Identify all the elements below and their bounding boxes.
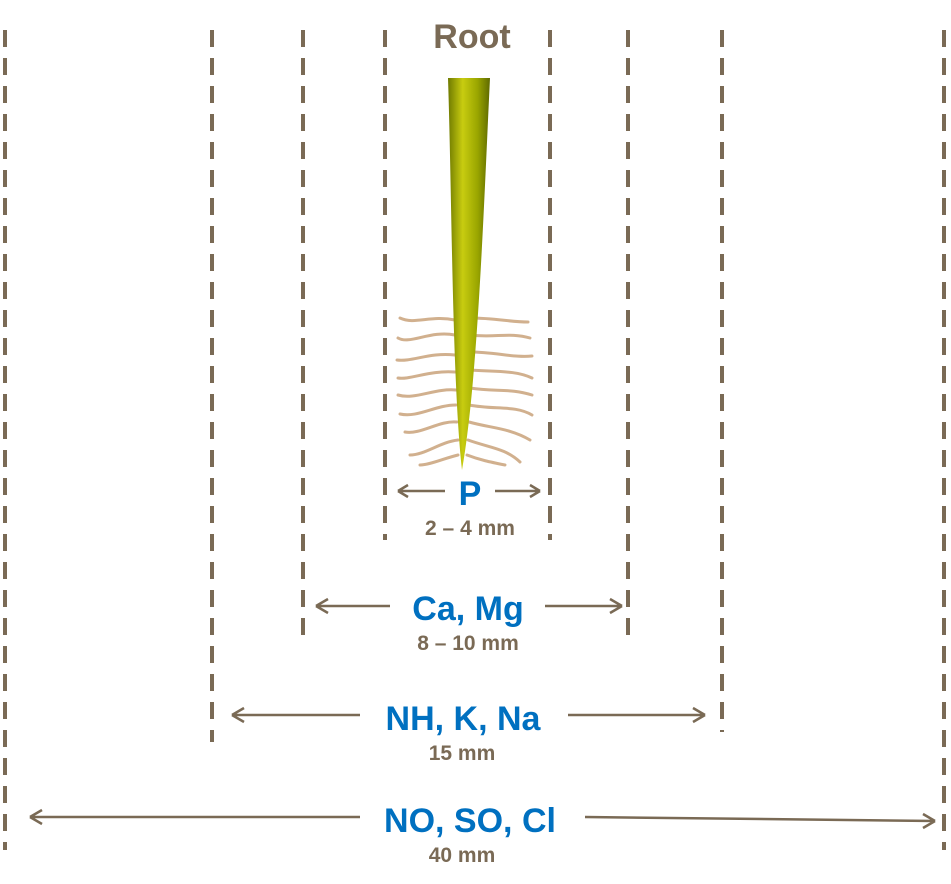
- arrow-left: [397, 483, 445, 499]
- arrow-right: [495, 483, 541, 499]
- zone-nh-k-na: NH, K, Na 15 mm: [231, 700, 706, 765]
- zone-p: P 2 – 4 mm: [397, 475, 541, 540]
- arrow-right: [545, 597, 623, 615]
- zone-boundaries: [3, 30, 946, 850]
- ion-label: NH, K, Na: [386, 700, 542, 738]
- zone-no-so-cl: NO, SO, Cl 40 mm: [29, 802, 936, 867]
- root-shape: [448, 78, 490, 470]
- root-title: Root: [433, 18, 510, 56]
- ion-label: NO, SO, Cl: [384, 802, 556, 840]
- distance-label: 15 mm: [429, 742, 496, 765]
- ion-label: Ca, Mg: [412, 590, 523, 628]
- arrow-left: [315, 597, 390, 615]
- arrow-right: [584, 812, 936, 830]
- zone-ca-mg: Ca, Mg 8 – 10 mm: [315, 590, 623, 655]
- distance-label: 8 – 10 mm: [417, 632, 519, 655]
- distance-label: 2 – 4 mm: [425, 517, 515, 540]
- arrow-right: [568, 706, 706, 724]
- arrow-left: [231, 706, 360, 724]
- ion-label: P: [459, 475, 482, 513]
- distance-label: 40 mm: [429, 844, 496, 867]
- arrow-left: [29, 808, 360, 826]
